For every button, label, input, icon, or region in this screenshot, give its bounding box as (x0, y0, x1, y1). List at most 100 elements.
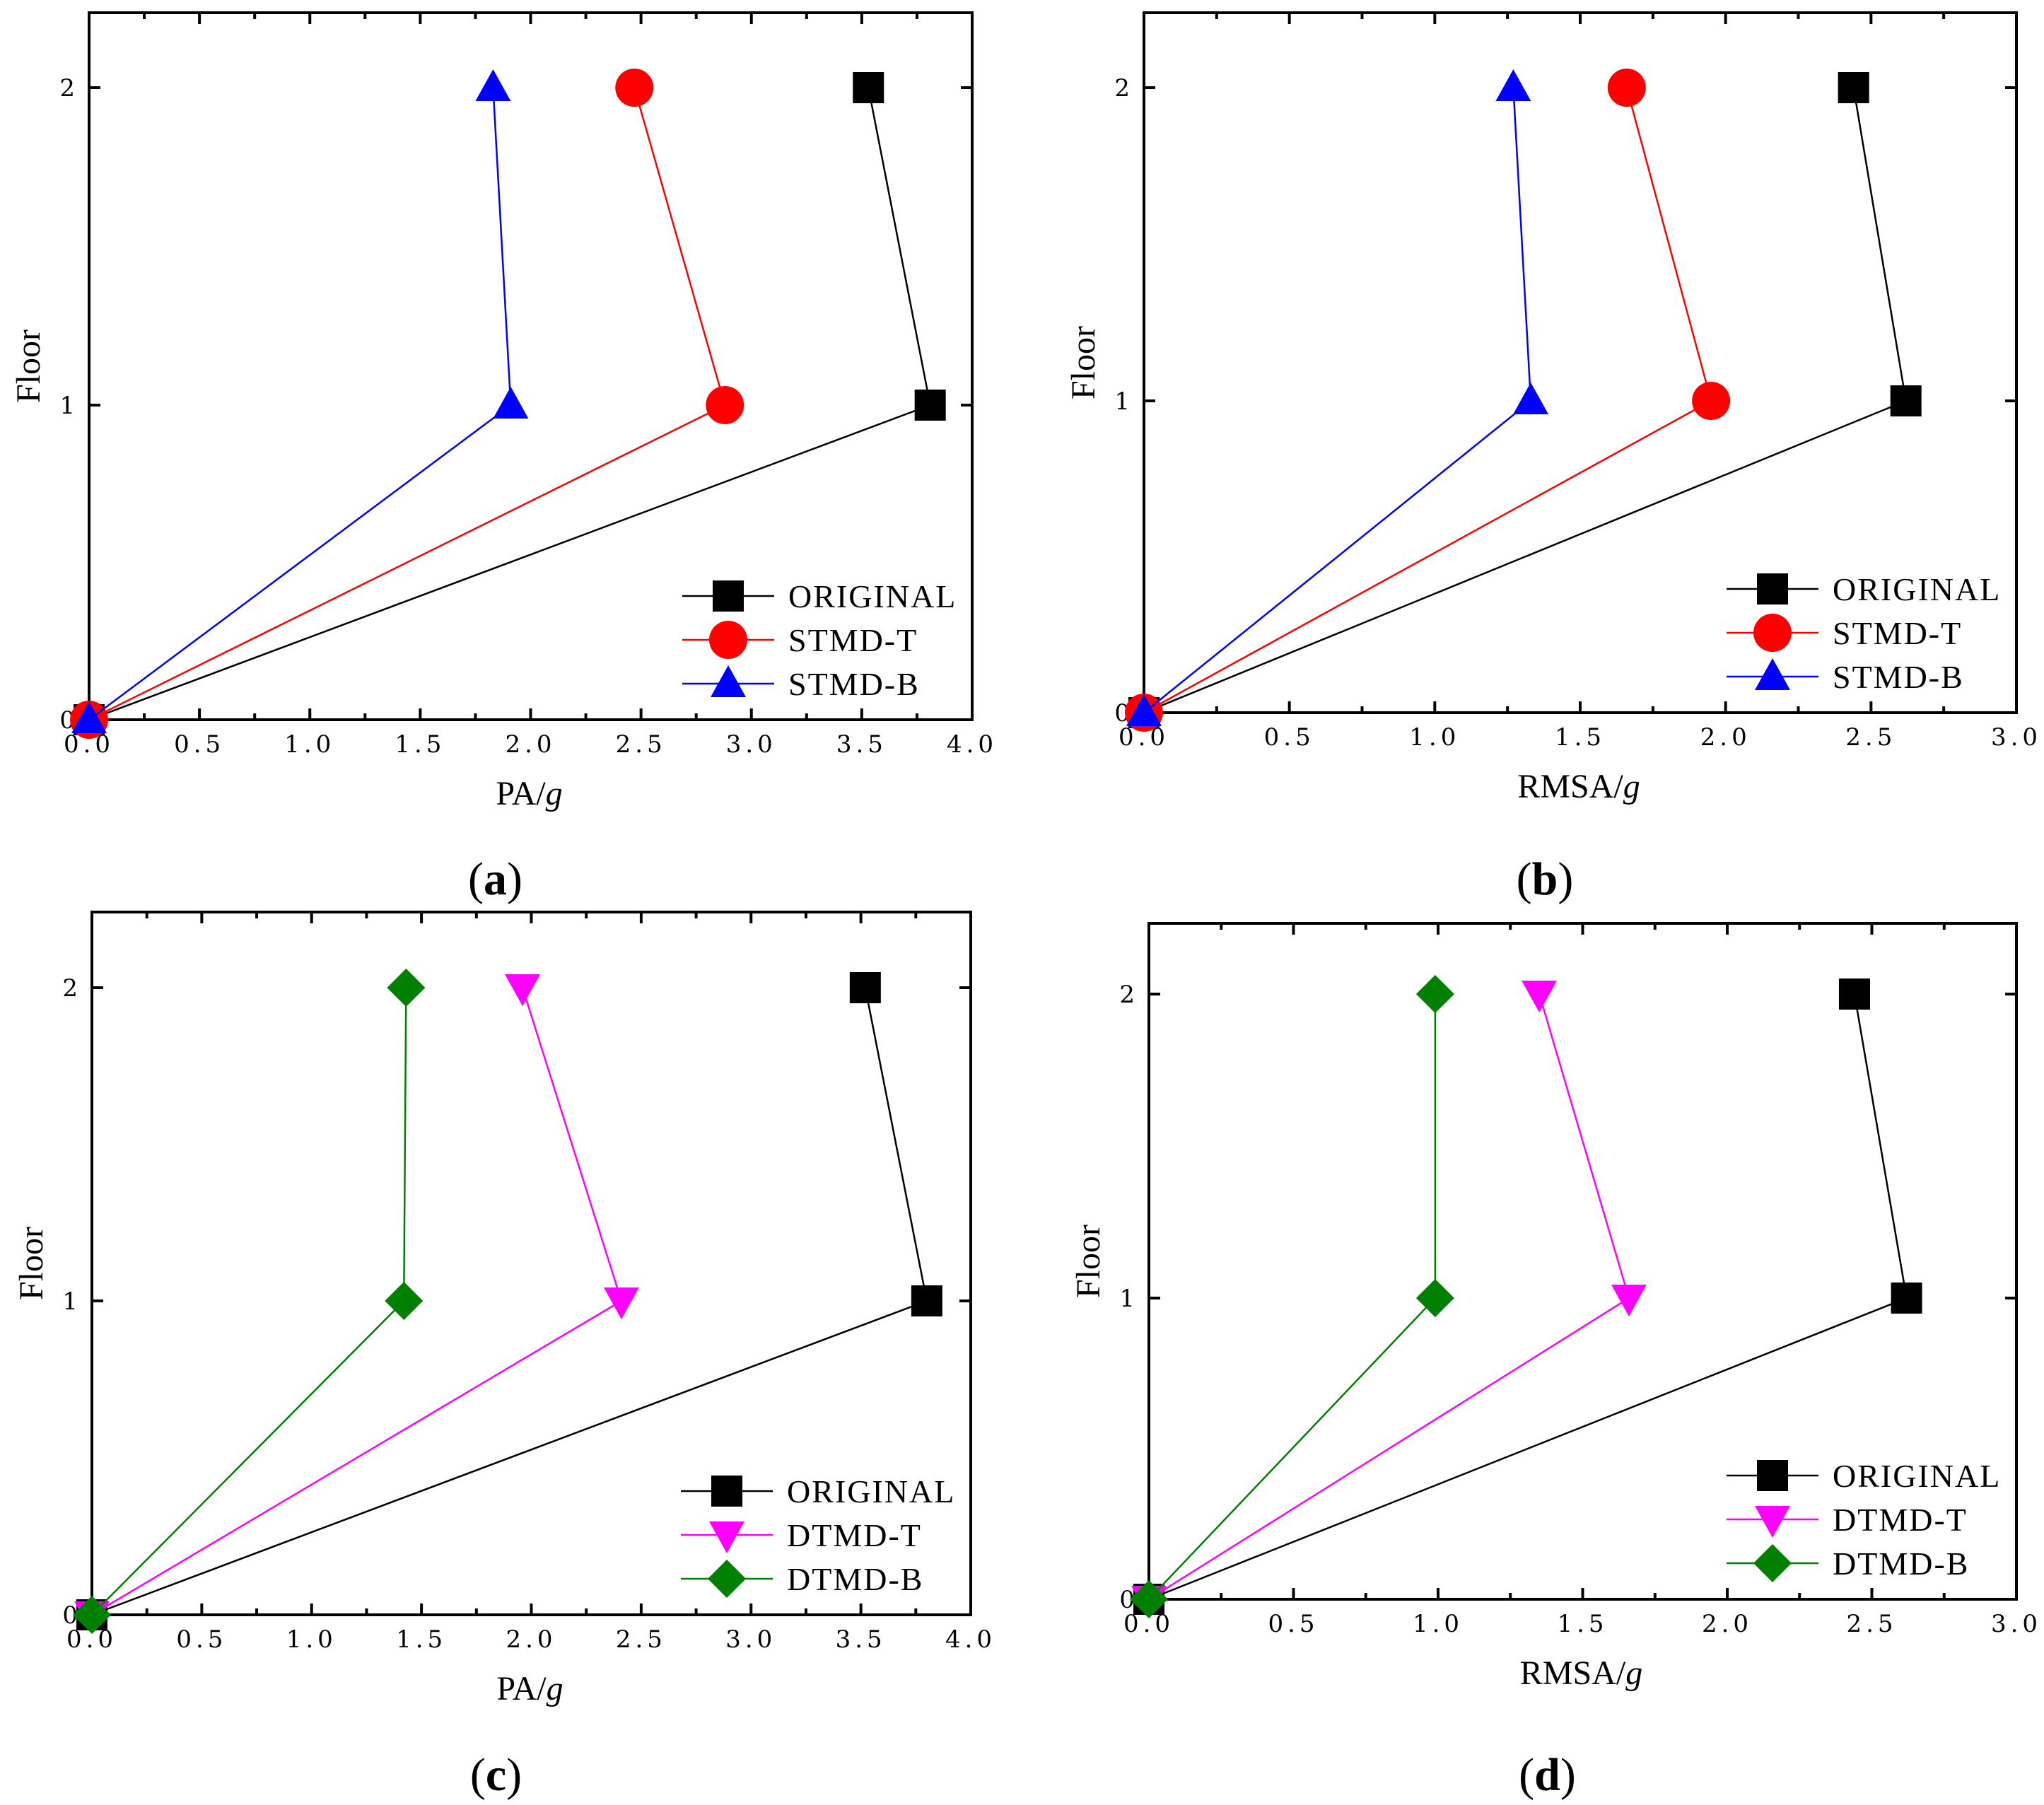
series-line-original (1148, 993, 1908, 1601)
y-axis-label: Floor (10, 329, 47, 403)
y-tick-label: 0 (1119, 1586, 1139, 1614)
y-tick-label: 2 (1119, 981, 1139, 1009)
panel-tag: (b) (1517, 853, 1574, 905)
x-tick-label: 3.0 (1991, 723, 2042, 752)
legend: ORIGINAL STMD-T STMD-B (682, 578, 957, 702)
x-tick-label: 3.5 (836, 730, 887, 759)
data-point-stmd-b-floor-2 (475, 69, 511, 101)
data-point-dtmd-b-floor-2 (387, 969, 426, 1007)
y-tick-label: 2 (62, 974, 82, 1003)
x-tick-label: 2.5 (616, 1625, 667, 1654)
data-point-stmd-t-floor-2 (615, 69, 654, 107)
x-axis-label: PA/g (496, 1670, 563, 1707)
data-point-stmd-t-floor-1 (706, 386, 744, 424)
series-line-stmd-b (88, 87, 512, 721)
legend-label: DTMD-B (1833, 1546, 1969, 1582)
legend: ORIGINAL DTMD-T DTMD-B (1727, 1458, 2001, 1582)
data-point-origin (73, 1596, 111, 1634)
data-point-original-floor-2 (849, 972, 881, 1003)
x-tick-label: 0.5 (174, 730, 225, 759)
x-tick-label: 3.0 (726, 730, 777, 759)
x-tick-label: 2.0 (1700, 723, 1751, 752)
y-tick-label: 2 (59, 74, 79, 103)
y-tick-label: 1 (62, 1287, 82, 1316)
x-tick-label: 2.5 (1845, 723, 1896, 752)
data-point-stmd-b-floor-2 (1495, 69, 1531, 101)
series-line-dtmd-t (1148, 993, 1630, 1601)
legend-label: DTMD-T (787, 1517, 922, 1553)
legend-marker (1755, 658, 1790, 690)
data-point-dtmd-t-floor-1 (1611, 1285, 1647, 1316)
legend-label: STMD-B (1833, 659, 1964, 695)
x-tick-label: 2.5 (616, 730, 667, 759)
legend: ORIGINAL STMD-T STMD-B (1727, 571, 2001, 695)
data-point-original-floor-2 (853, 72, 884, 103)
x-tick-label: 4.0 (945, 1625, 996, 1654)
x-axis-label: RMSA/g (1517, 768, 1640, 805)
x-axis-label: RMSA/g (1520, 1654, 1642, 1692)
legend-marker (713, 580, 744, 612)
x-tick-label: 1.0 (286, 1625, 337, 1654)
y-axis-label: Floor (13, 1227, 50, 1300)
data-point-dtmd-b-floor-2 (1415, 975, 1454, 1013)
plot-frame (1147, 922, 2018, 1601)
series-line-dtmd-t (91, 987, 623, 1616)
legend-marker (709, 621, 747, 659)
legend-label: ORIGINAL (788, 578, 957, 614)
x-tick-label: 3.0 (1991, 1610, 2042, 1638)
y-axis-label: Floor (1065, 326, 1102, 399)
x-tick-label: 4.0 (947, 730, 998, 759)
legend: ORIGINAL DTMD-T DTMD-B (681, 1473, 955, 1598)
data-point-original-floor-1 (1890, 385, 1922, 416)
legend-marker (711, 665, 746, 697)
data-point-dtmd-b-floor-1 (385, 1282, 424, 1320)
data-point-origin (71, 701, 107, 733)
legend-label: ORIGINAL (1833, 1458, 2001, 1494)
data-point-dtmd-t-floor-2 (1522, 981, 1558, 1012)
legend-label: STMD-B (788, 666, 920, 702)
x-tick-label: 0.5 (1268, 1610, 1319, 1638)
y-tick-label: 0 (62, 1601, 82, 1630)
data-point-origin (1130, 1580, 1168, 1618)
y-axis-label: Floor (1070, 1225, 1107, 1298)
x-tick-label: 1.5 (1557, 1610, 1608, 1638)
legend-marker (709, 1521, 744, 1553)
x-axis-label: PA/g (496, 775, 562, 812)
x-tick-label: 0.5 (1264, 723, 1315, 752)
data-point-origin (1126, 694, 1162, 726)
y-tick-label: 1 (1114, 387, 1134, 416)
x-tick-label: 1.0 (1413, 1610, 1464, 1638)
legend-label: ORIGINAL (1833, 571, 2001, 607)
panel-tag: (c) (470, 1749, 522, 1801)
data-point-dtmd-b-floor-1 (1415, 1279, 1454, 1317)
series-line-stmd-b (1143, 87, 1532, 713)
series-line-stmd-t (88, 87, 726, 721)
x-tick-label: 1.5 (396, 1625, 447, 1654)
y-tick-label: 2 (1114, 74, 1134, 103)
legend-marker (1757, 1460, 1788, 1491)
panel-tag: (d) (1519, 1749, 1576, 1801)
legend-label: DTMD-T (1833, 1502, 1968, 1538)
x-tick-label: 1.5 (1555, 723, 1606, 752)
chart-panel-a: 0.0 0.5 1.0 1.5 2.0 2.5 3.0 3.5 4.0012PA/gFloorO… (10, 11, 998, 905)
data-point-dtmd-t-floor-1 (603, 1287, 639, 1319)
x-tick-label: 2.0 (1702, 1610, 1753, 1638)
data-point-original-floor-1 (914, 390, 946, 421)
data-point-stmd-b-floor-1 (1513, 382, 1549, 414)
chart-panel-d: 0.0 0.5 1.0 1.5 2.0 2.5 3.0012RMSA/gFloorORIGI… (1070, 922, 2042, 1801)
x-tick-label: 0.5 (176, 1625, 227, 1654)
legend-label: DTMD-B (787, 1561, 923, 1597)
panel-tag: (a) (468, 853, 522, 905)
legend-label: STMD-T (788, 622, 918, 658)
x-tick-label: 1.0 (284, 730, 335, 759)
legend-label: ORIGINAL (787, 1473, 955, 1509)
data-point-stmd-t-floor-2 (1607, 69, 1646, 107)
x-tick-label: 2.0 (506, 1625, 556, 1654)
data-point-original-floor-2 (1838, 979, 1870, 1010)
x-tick-label: 2.5 (1846, 1610, 1897, 1638)
data-point-original-floor-1 (1891, 1283, 1922, 1314)
y-tick-label: 1 (1119, 1285, 1139, 1313)
legend-label: STMD-T (1833, 615, 1962, 651)
series-line-stmd-t (1143, 87, 1712, 714)
legend-marker (711, 1476, 742, 1507)
